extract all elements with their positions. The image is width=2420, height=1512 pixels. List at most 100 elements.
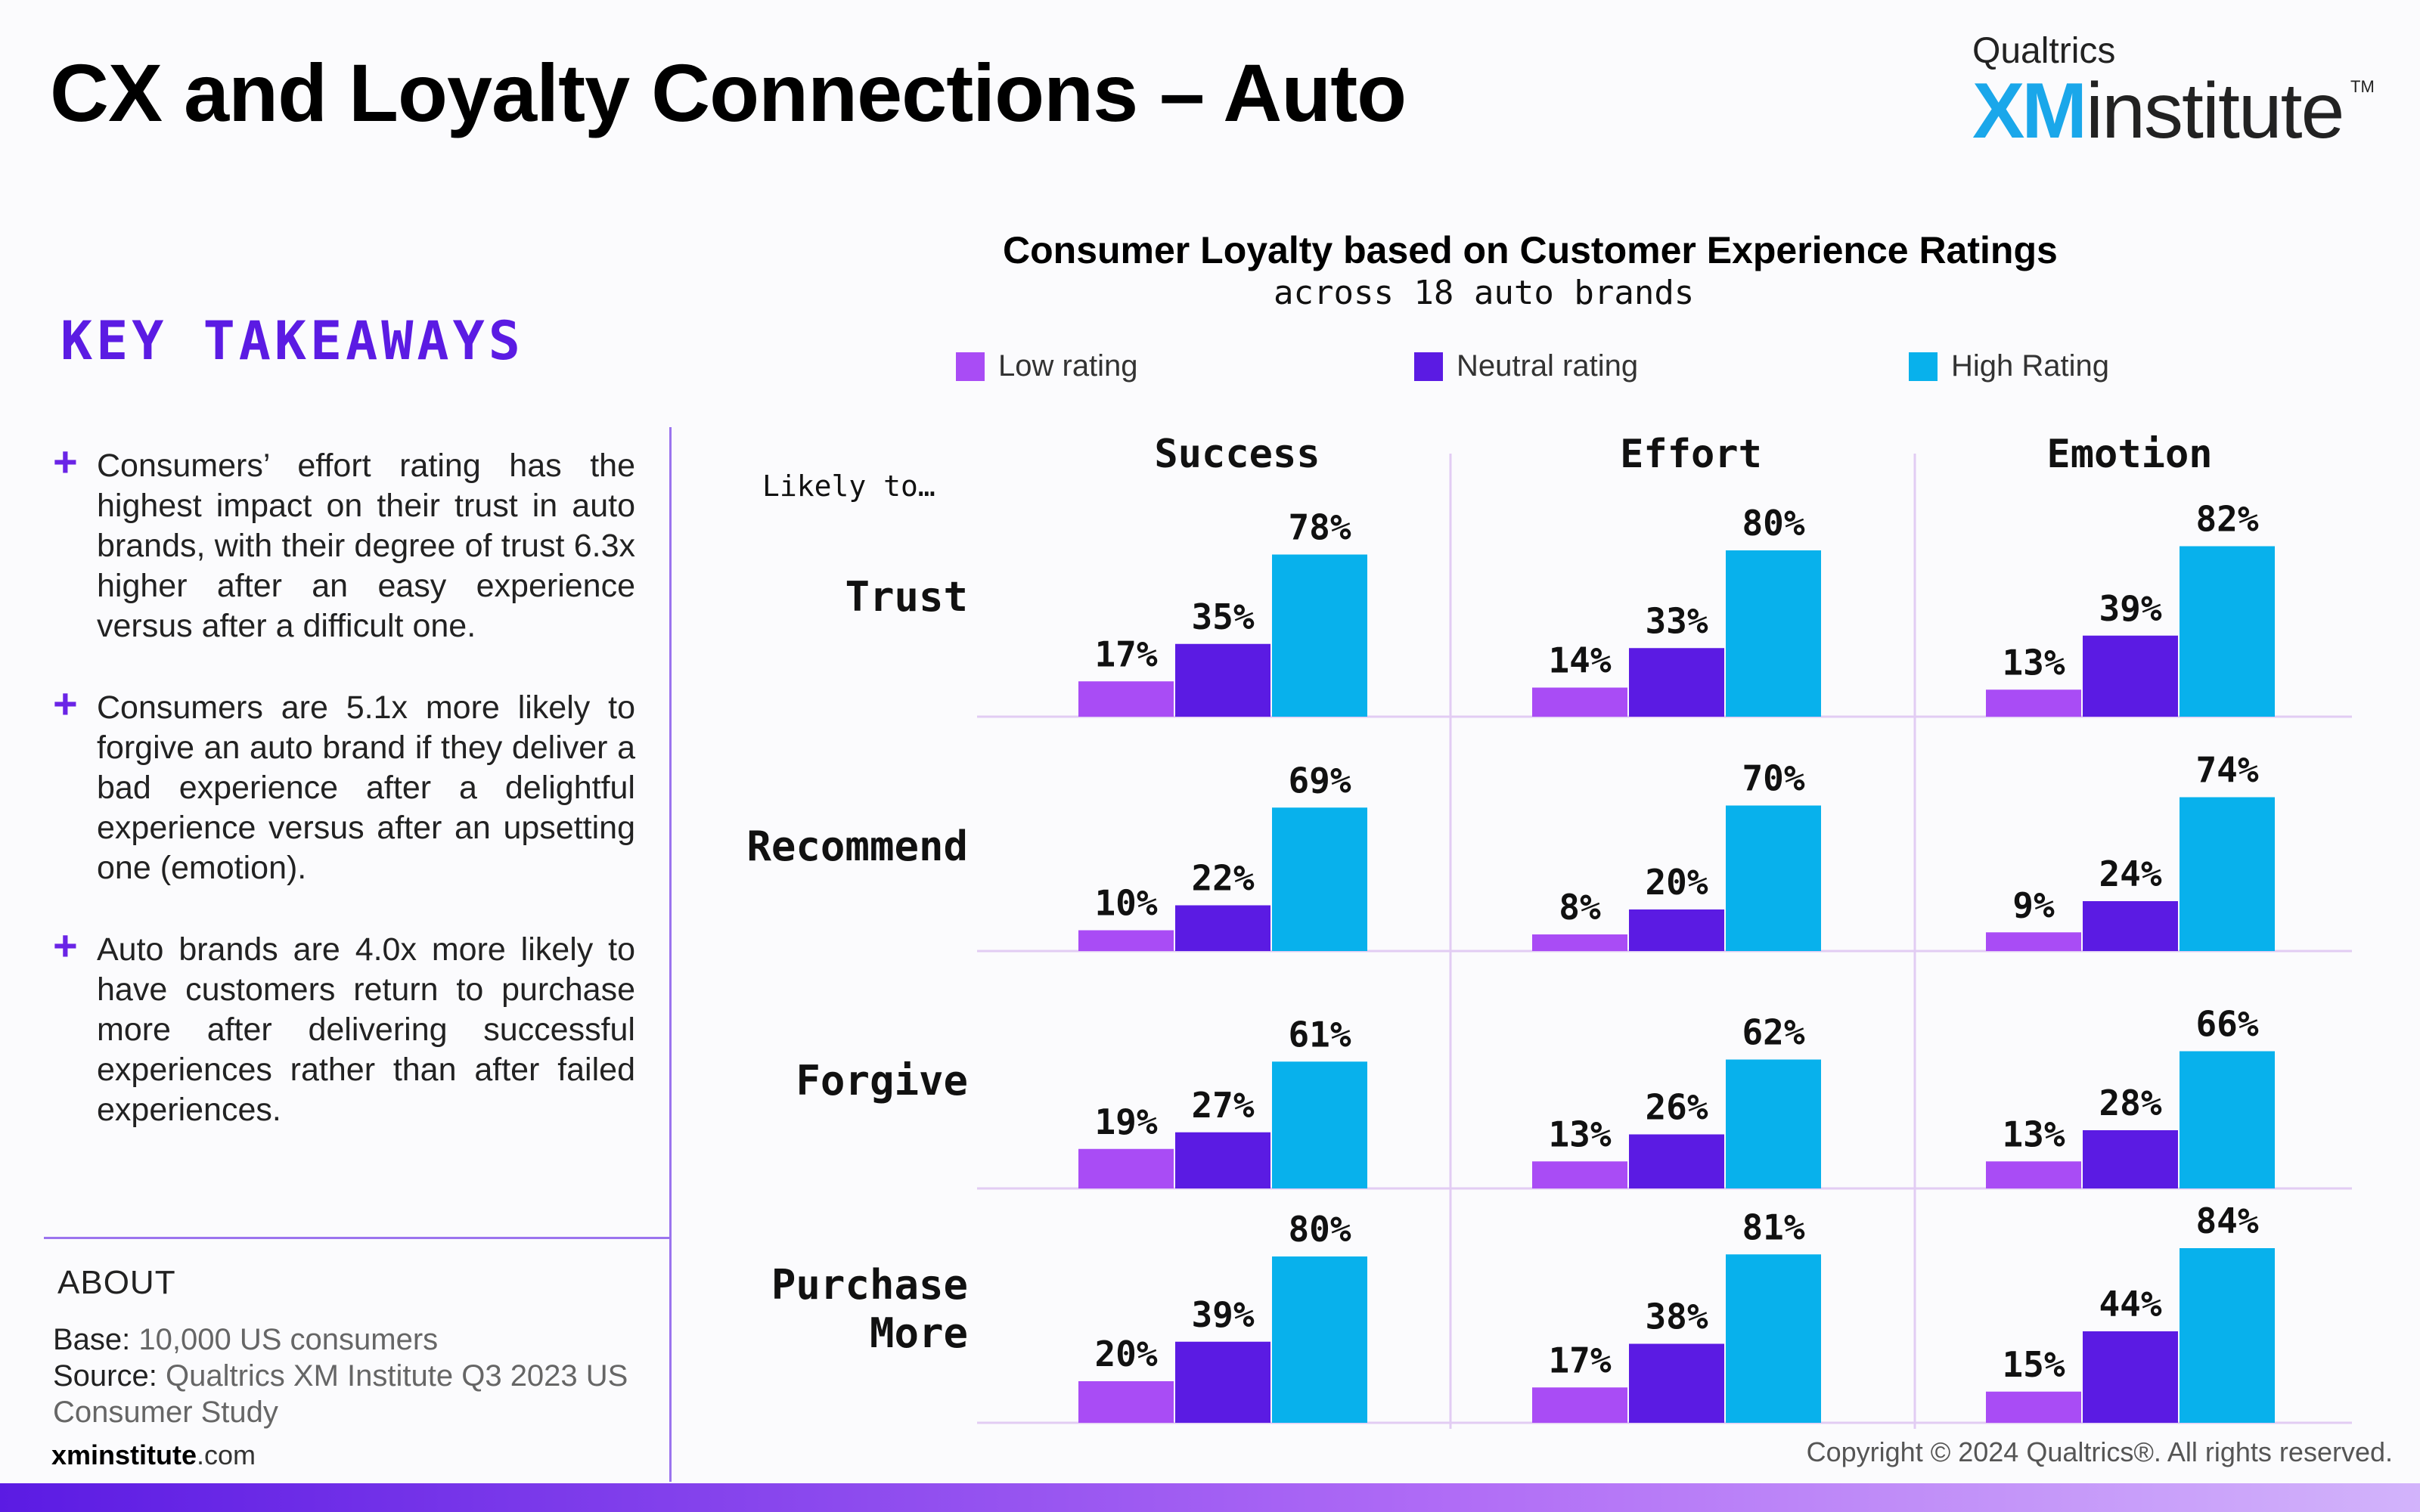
takeaway-item: + Consumers’ effort rating has the highe…	[53, 438, 635, 646]
row-label: Recommend	[746, 823, 968, 870]
bar	[1175, 1132, 1270, 1188]
bar	[2083, 901, 2178, 951]
website-link[interactable]: xminstitute.com	[51, 1439, 256, 1471]
data-label: 15%	[2002, 1344, 2065, 1385]
bar	[1726, 1059, 1821, 1188]
bar	[2083, 1331, 2178, 1423]
bar	[1078, 1381, 1174, 1423]
logo-qualtrics-text: Qualtrics	[1972, 31, 2116, 71]
logo-trademark: TM	[2350, 77, 2375, 96]
data-label: 39%	[1191, 1294, 1254, 1335]
data-label: 44%	[2099, 1284, 2161, 1325]
data-label: 81%	[1742, 1207, 1804, 1247]
bar	[2083, 1130, 2178, 1188]
plus-icon: +	[53, 922, 78, 969]
data-label: 70%	[1742, 758, 1804, 799]
takeaway-text: Consumers’ effort rating has the highest…	[97, 448, 635, 644]
data-label: 28%	[2099, 1083, 2161, 1123]
bar	[1532, 1161, 1627, 1188]
bar	[1272, 554, 1367, 717]
data-label: 35%	[1191, 596, 1254, 637]
bar	[2180, 797, 2275, 951]
about-base: Base: 10,000 US consumers	[53, 1321, 658, 1358]
bar	[2180, 546, 2275, 717]
bar	[1175, 905, 1270, 951]
takeaway-item: + Auto brands are 4.0x more likely to ha…	[53, 922, 635, 1130]
column-header: Success	[1154, 432, 1320, 477]
base-value: 10,000 US consumers	[138, 1323, 439, 1356]
key-takeaways-heading: KEY TAKEAWAYS	[60, 310, 524, 372]
bar	[1272, 1256, 1367, 1423]
row-label: Trust	[845, 573, 968, 621]
takeaway-text: Auto brands are 4.0x more likely to have…	[97, 931, 635, 1128]
legend-label: Neutral rating	[1457, 349, 1639, 383]
bar	[1986, 689, 2081, 717]
bar	[1175, 643, 1270, 717]
data-label: 13%	[2002, 1114, 2065, 1154]
data-label: 14%	[1548, 640, 1611, 681]
data-label: 13%	[1548, 1114, 1611, 1154]
data-label: 17%	[1548, 1340, 1611, 1380]
legend-swatch	[1414, 352, 1443, 381]
data-label: 69%	[1288, 760, 1351, 801]
column-header: Effort	[1620, 432, 1762, 477]
data-label: 78%	[1288, 507, 1351, 548]
data-label: 10%	[1094, 883, 1157, 924]
legend-label: High Rating	[1951, 349, 2110, 383]
vertical-divider	[669, 427, 672, 1482]
logo-institute-text: institute	[2086, 67, 2344, 155]
legend-item-neutral: Neutral rating	[1414, 349, 1638, 387]
bar	[2083, 635, 2178, 717]
bar	[1986, 1161, 2081, 1188]
bar	[1272, 1061, 1367, 1188]
legend-swatch	[1909, 352, 1938, 381]
bar	[1532, 687, 1627, 717]
plus-icon: +	[53, 438, 78, 485]
bar	[1986, 1391, 2081, 1423]
row-label: Forgive	[796, 1057, 968, 1105]
site-domain: .com	[197, 1439, 256, 1470]
legend-swatch	[956, 352, 985, 381]
base-label: Base:	[53, 1323, 131, 1356]
row-header: Likely to…	[762, 469, 935, 503]
bar	[2180, 1051, 2275, 1188]
plus-icon: +	[53, 680, 78, 727]
data-label: 82%	[2195, 499, 2258, 540]
data-label: 84%	[2195, 1201, 2258, 1241]
data-label: 19%	[1094, 1101, 1157, 1142]
data-label: 13%	[2002, 642, 2065, 683]
bar	[1175, 1341, 1270, 1423]
takeaway-text: Consumers are 5.1x more likely to forgiv…	[97, 689, 635, 886]
page-title: CX and Loyalty Connections – Auto	[50, 47, 1407, 138]
bar	[2180, 1248, 2275, 1423]
data-label: 9%	[2012, 885, 2055, 925]
bar	[1986, 932, 2081, 951]
bar	[1726, 550, 1821, 717]
data-label: 27%	[1191, 1085, 1254, 1126]
data-label: 33%	[1645, 600, 1708, 641]
bar	[1629, 648, 1724, 717]
bar	[1078, 1148, 1174, 1188]
source-value: Qualtrics XM Institute Q3 2023 US Consum…	[53, 1359, 628, 1429]
chart-subtitle: across 18 auto brands	[1274, 274, 1695, 312]
about-source: Source: Qualtrics XM Institute Q3 2023 U…	[53, 1358, 658, 1430]
data-label: 17%	[1094, 634, 1157, 674]
site-name: xminstitute	[51, 1439, 197, 1470]
bar	[1726, 805, 1821, 951]
copyright: Copyright © 2024 Qualtrics®. All rights …	[1806, 1436, 2393, 1467]
source-label: Source:	[53, 1359, 157, 1393]
bar	[1078, 681, 1174, 717]
bar	[1629, 909, 1724, 951]
legend-item-high: High Rating	[1909, 349, 2109, 387]
data-label: 61%	[1288, 1014, 1351, 1055]
data-label: 66%	[2195, 1004, 2258, 1045]
row-label: More	[870, 1309, 968, 1357]
bar	[1532, 1387, 1627, 1423]
data-label: 39%	[2099, 588, 2161, 629]
data-label: 20%	[1645, 862, 1708, 903]
data-label: 8%	[1559, 887, 1601, 928]
bar	[1078, 930, 1174, 951]
bottom-gradient-bar	[0, 1483, 2420, 1512]
data-label: 38%	[1645, 1297, 1708, 1337]
